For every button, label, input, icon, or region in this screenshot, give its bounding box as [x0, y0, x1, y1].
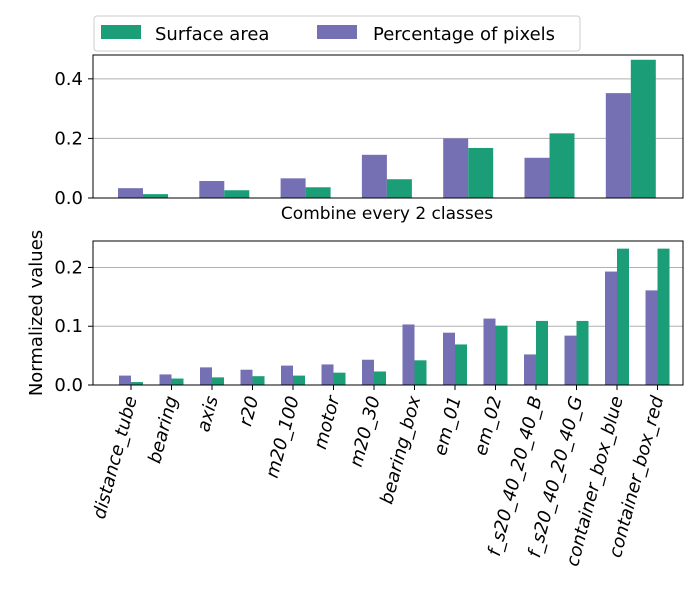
top-y-tick-label: 0.2 [54, 128, 83, 149]
top-bar-percentage-of-pixels [443, 138, 469, 198]
bottom-y-tick-label: 0.2 [54, 257, 83, 278]
bottom-bar-surface-area [333, 372, 346, 385]
bottom-bar-percentage-of-pixels [240, 369, 253, 385]
top-bar-percentage-of-pixels [524, 157, 550, 198]
chart-bottom-per-class: 0.00.10.2 distance_tube bearing axis r20m20… [26, 230, 684, 569]
top-bar-percentage-of-pixels [118, 188, 143, 198]
legend-label-surface-area: Surface area [155, 24, 269, 45]
chart-top-combined-classes: 0.0 0.2 0.4 Combine every 2 classes [54, 54, 684, 224]
bottom-bar-percentage-of-pixels [524, 354, 536, 385]
bottom-x-tick-label: axis [193, 394, 223, 434]
top-plot-frame [92, 54, 684, 199]
bottom-x-tick-label: bearing [144, 394, 182, 466]
legend-label-percentage-of-pixels: Percentage of pixels [373, 24, 555, 45]
bottom-bar-surface-area [455, 344, 467, 385]
bottom-x-tick-label: r20 [235, 394, 263, 429]
top-bar-surface-area [549, 133, 575, 198]
bottom-y-axis-label: Normalized values [26, 230, 47, 396]
bottom-bar-surface-area [171, 378, 184, 385]
bottom-bar-percentage-of-pixels [281, 365, 293, 385]
top-bar-surface-area [386, 179, 412, 198]
bottom-bar-percentage-of-pixels [321, 364, 334, 385]
bottom-x-tick-label: motor [310, 392, 345, 451]
bottom-bar-surface-area [536, 320, 548, 385]
bottom-bar-percentage-of-pixels [564, 335, 577, 385]
bottom-bars [119, 248, 670, 385]
top-bar-percentage-of-pixels [199, 181, 225, 198]
bottom-x-tick-label: bearing_box [376, 394, 425, 507]
bottom-bar-percentage-of-pixels [159, 374, 172, 385]
top-bar-surface-area [468, 147, 494, 198]
bottom-y-tick-label: 0.1 [54, 316, 83, 337]
bottom-bar-percentage-of-pixels [402, 324, 415, 385]
top-bar-surface-area [143, 194, 168, 198]
bottom-x-tick-label: m20_30 [346, 394, 385, 469]
legend: Surface area Percentage of pixels [93, 15, 581, 52]
bottom-bar-surface-area [657, 248, 670, 385]
bottom-bar-surface-area [212, 377, 224, 385]
bottom-bar-percentage-of-pixels [200, 367, 212, 385]
bottom-bar-surface-area [293, 375, 305, 385]
bottom-bar-surface-area [495, 325, 508, 385]
bottom-bar-surface-area [617, 248, 629, 385]
top-bar-percentage-of-pixels [280, 178, 306, 198]
legend-swatch-percentage-of-pixels [317, 25, 357, 39]
top-x-axis-label: Combine every 2 classes [281, 204, 493, 224]
bottom-y-tick-label: 0.0 [54, 375, 83, 396]
top-bars [118, 59, 656, 199]
bottom-bar-surface-area [576, 320, 589, 385]
bottom-gridlines [93, 266, 683, 386]
bottom-plot-frame [92, 240, 684, 386]
top-y-ticks: 0.0 0.2 0.4 [54, 69, 93, 209]
bottom-bar-percentage-of-pixels [119, 375, 131, 385]
bottom-x-tick-label: em_01 [430, 394, 466, 458]
bottom-x-tick-label: m20_100 [262, 394, 304, 480]
bottom-bar-percentage-of-pixels [483, 318, 496, 385]
bottom-bar-percentage-of-pixels [443, 332, 455, 385]
top-y-tick-label: 0.0 [54, 188, 83, 209]
bottom-bar-surface-area [414, 360, 427, 385]
top-bar-surface-area [224, 190, 250, 198]
bottom-bar-surface-area [374, 371, 386, 385]
top-bar-surface-area [630, 59, 656, 199]
bottom-x-tick-label: em_02 [470, 394, 506, 458]
bottom-bar-surface-area [131, 382, 143, 385]
legend-swatch-surface-area [101, 25, 141, 39]
top-y-tick-label: 0.4 [54, 69, 83, 90]
bottom-bar-percentage-of-pixels [605, 271, 617, 385]
bottom-y-ticks: 0.0 0.1 0.2 [54, 257, 93, 396]
top-bar-surface-area [305, 187, 331, 198]
bottom-bar-surface-area [252, 376, 265, 385]
top-bar-percentage-of-pixels [361, 154, 387, 198]
bottom-bar-percentage-of-pixels [645, 290, 658, 385]
top-bar-percentage-of-pixels [605, 93, 631, 198]
bottom-bar-percentage-of-pixels [362, 359, 374, 385]
bottom-x-tick-label: distance_tube [89, 394, 142, 521]
